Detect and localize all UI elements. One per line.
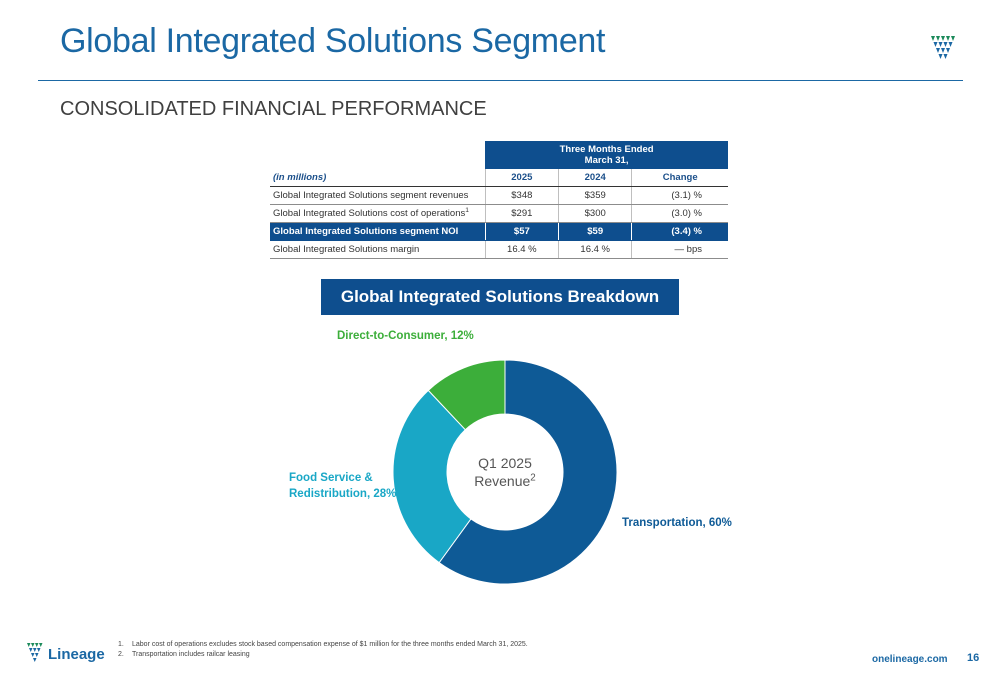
lineage-footer-logo: Lineage [27,643,105,663]
footnote: 2. Transportation includes railcar leasi… [118,651,250,658]
unit-label: (in millions) [270,169,486,187]
column-header-change: Change [631,169,728,187]
table-row: Global Integrated Solutions segment reve… [270,186,728,205]
table-row-highlight: Global Integrated Solutions segment NOI … [270,222,728,241]
lineage-logo-icon [931,36,955,59]
donut-slice-transportation [438,359,618,585]
breakdown-banner: Global Integrated Solutions Breakdown [321,279,679,315]
label-direct-to-consumer: Direct-to-Consumer, 12% [337,330,474,342]
financial-performance-table: Three Months Ended March 31, (in million… [270,141,728,259]
footnotes: 1. Labor cost of operations excludes sto… [118,640,528,660]
brand-name: Lineage [48,646,105,663]
website-link[interactable]: onelineage.com [872,654,948,665]
period-header: Three Months Ended March 31, [485,141,728,169]
column-header-2025: 2025 [484,169,559,187]
page-title: Global Integrated Solutions Segment [60,22,606,60]
title-divider [38,80,963,81]
label-food-service: Food Service & Redistribution, 28% [289,472,397,500]
column-header-2024: 2024 [558,169,632,187]
table-band-row: Three Months Ended March 31, [270,141,728,169]
donut-slice-direct-to-consumer [427,359,506,431]
column-header-row: (in millions) 2025 2024 Change [270,169,728,187]
donut-slice-food-service-redistribution [392,389,472,564]
donut-center-label: Q1 2025 Revenue2 [474,455,536,489]
footnote-marker: 1 [465,206,469,214]
revenue-donut-chart [392,359,618,585]
label-transportation: Transportation, 60% [622,517,732,529]
table-row: Global Integrated Solutions cost of oper… [270,204,728,223]
page-number: 16 [967,652,980,664]
section-subtitle: CONSOLIDATED FINANCIAL PERFORMANCE [60,98,487,120]
table-row: Global Integrated Solutions margin 16.4 … [270,240,728,259]
footnote: 1. Labor cost of operations excludes sto… [118,641,528,648]
